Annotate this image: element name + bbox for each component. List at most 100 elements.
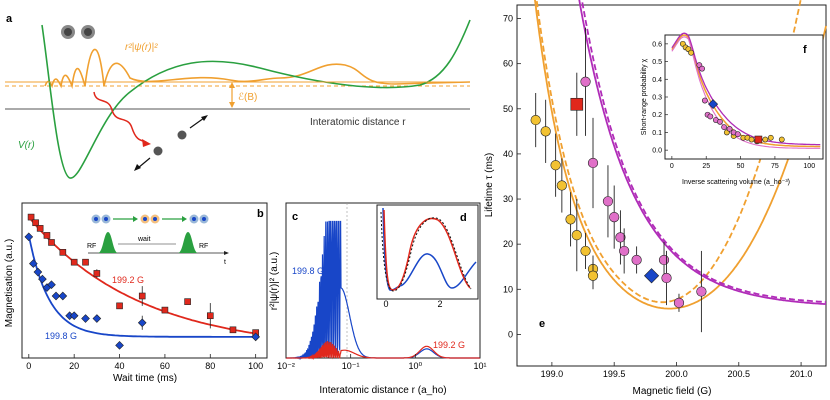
y-tick-label: 40: [503, 149, 513, 159]
panel-e-yticks: 0 10 20 30 40 50 60 70: [503, 14, 521, 339]
data-point: [33, 267, 43, 277]
data-point: [619, 245, 630, 257]
data-point: [734, 131, 741, 138]
data-point: [571, 230, 582, 241]
data-point: [748, 136, 755, 143]
inset-d-label: d: [460, 212, 467, 224]
data-point: [38, 274, 47, 284]
panel-b-label: b: [257, 208, 264, 220]
data-point: [673, 297, 685, 308]
x-tick-label: 200.5: [728, 369, 751, 379]
data-point: [93, 270, 101, 277]
y-tick-label: 0.3: [652, 95, 662, 102]
data-point: [701, 97, 708, 104]
data-point: [717, 118, 723, 125]
x-tick-label: 20: [69, 361, 79, 371]
data-point: [570, 97, 584, 111]
data-point: [565, 214, 576, 225]
x-tick-label: 10⁰: [409, 361, 423, 371]
panel-f: 0.0 0.1 0.2 0.3 0.4 0.5 0.6 0 25 50 75 100 f Inver…: [641, 32, 824, 186]
data-point: [47, 280, 56, 290]
x-tick-label: 199.5: [603, 369, 626, 379]
data-point: [184, 298, 191, 305]
series-label-blue: 199.8 G: [45, 331, 77, 341]
data-point: [51, 291, 61, 301]
data-point: [82, 258, 89, 266]
panel-c-label: c: [292, 211, 298, 223]
y-tick-label: 20: [503, 239, 513, 249]
panel-f-label: f: [803, 44, 807, 56]
data-point: [688, 49, 695, 56]
time-label: t: [224, 259, 226, 266]
arrow-head: [201, 115, 208, 121]
x-tick-label: 50: [737, 163, 745, 170]
rf-pulse: [178, 232, 198, 253]
series-label-blue: 199.8 G: [292, 266, 324, 276]
data-point: [229, 326, 237, 334]
rf-label: RF: [87, 243, 96, 250]
atom-core-icon: [192, 217, 196, 221]
x-tick-label: 10¹: [473, 361, 486, 371]
y-tick-label: 50: [503, 104, 513, 114]
rf-arrow-head: [142, 139, 151, 147]
panel-e-xticks: 199.0 199.5 200.0 200.5 201.0: [541, 362, 812, 379]
red-wavefunction: [286, 341, 480, 361]
panel-f-xlabel: Inverse scattering volume (a_ho⁻³): [682, 179, 790, 186]
x-tick-label: 100: [803, 163, 815, 170]
panel-f-yticks: 0.0 0.1 0.2 0.3 0.4 0.5 0.6: [652, 41, 668, 155]
panel-c: c 199.8 G 199.2 G 10⁻² 10⁻¹ 10⁰ 10¹ Interat…: [269, 202, 487, 396]
rf-pulse: [98, 232, 118, 253]
wait-label: wait: [137, 236, 151, 243]
panel-e-frame: [516, 4, 827, 367]
data-point: [70, 258, 78, 266]
magenta-fit-curve: [671, 32, 821, 146]
data-point: [580, 76, 591, 87]
data-point: [699, 65, 705, 72]
data-point: [615, 232, 626, 243]
data-point: [29, 259, 38, 268]
data-point: [251, 332, 260, 342]
panel-f-xticks: 0 25 50 75 100: [670, 156, 815, 170]
atom-motion-arrow: [137, 157, 151, 169]
x-tick-label: 10⁻¹: [342, 361, 360, 371]
atom-core-icon: [64, 28, 72, 36]
panel-b-xticks: 0 20 40 60 80 100: [26, 354, 263, 371]
x-tick-label: 25: [702, 163, 710, 170]
y-tick-label: 0: [508, 329, 513, 339]
data-point: [587, 157, 599, 169]
inset-d-frame: [376, 204, 479, 300]
y-tick-label: 0.0: [652, 148, 662, 155]
data-point: [602, 196, 614, 207]
panel-a: a ℰ(B) r²|ψ(r)|² V(r) Interatomic distan…: [5, 13, 471, 179]
data-point: [767, 134, 774, 141]
data-point: [24, 232, 34, 242]
atom-motion-arrow: [189, 117, 205, 129]
panel-c-xlabel: Interatomic distance r (a_ho): [319, 385, 446, 396]
data-point: [32, 219, 39, 227]
panel-b: b 0 20 40 60 80 100 Wait time (ms) Magnetisat…: [4, 202, 268, 384]
rf-sequence-inset: RF wait RF t: [87, 214, 229, 266]
data-point: [540, 126, 551, 137]
x-tick-label: 40: [115, 361, 125, 371]
data-point: [69, 311, 79, 321]
arrow-head: [224, 251, 229, 255]
panel-f-points: [679, 40, 785, 145]
data-point: [580, 245, 591, 257]
inset-dotted-curve: [380, 211, 472, 292]
y-tick-label: 0.6: [652, 41, 662, 48]
x-tick-label: 199.0: [541, 369, 564, 379]
data-point: [643, 268, 660, 284]
data-point: [161, 306, 169, 314]
atom-core-icon: [143, 217, 147, 221]
data-point: [92, 314, 102, 323]
series-label-red: 199.2 G: [112, 275, 144, 285]
x-tick-label: 0: [670, 163, 674, 170]
y-tick-label: 60: [503, 59, 513, 69]
data-point: [58, 291, 68, 301]
panel-c-curves: [286, 220, 480, 361]
y-tick-label: 70: [503, 14, 513, 24]
atom-core-icon: [202, 217, 206, 221]
inset-red-curve: [383, 209, 471, 291]
data-point: [721, 124, 727, 131]
data-point: [115, 340, 124, 350]
